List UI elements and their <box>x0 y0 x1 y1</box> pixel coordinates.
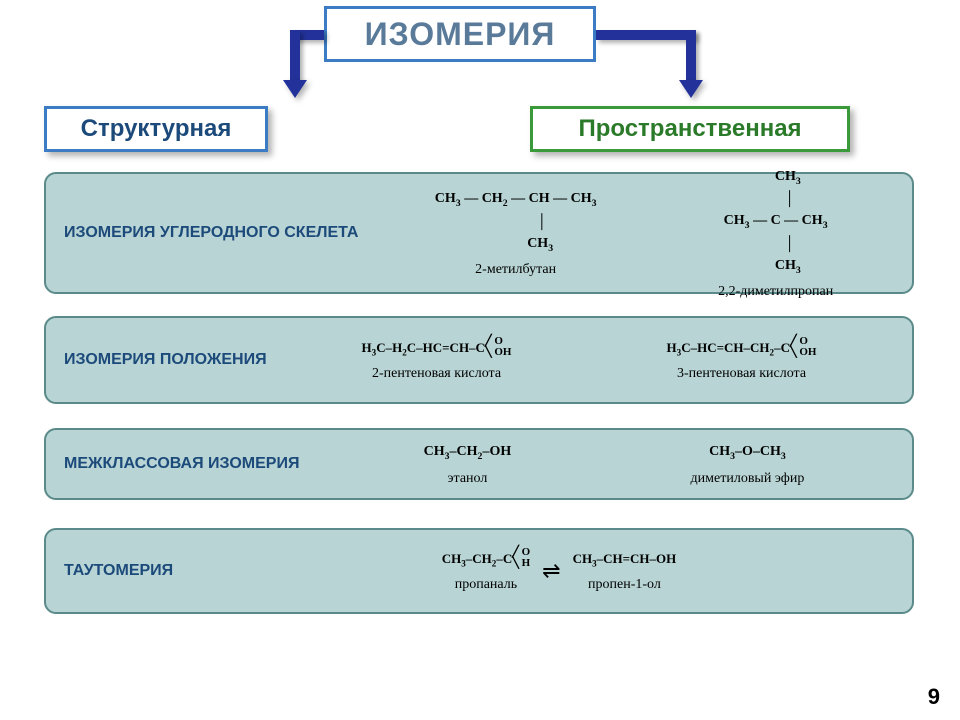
panel-tautomerism: ТАУТОМЕРИЯ CH3–CH2–C╱ O╲ H пропаналь ⇌ C… <box>44 528 914 614</box>
chem-dimethylether: CH3–O–CH3 диметиловый эфир <box>691 441 805 486</box>
chem-formula: CH3–O–CH3 <box>709 441 786 464</box>
branch-structural-label: Структурная <box>81 115 232 143</box>
panel-position-content: H3C–H2C–HC=CH–C╱ O╲ OH 2-пентеновая кисл… <box>284 338 894 382</box>
main-title-box: ИЗОМЕРИЯ <box>324 6 596 62</box>
chem-formula: CH3 — CH2 — CH — CH3 │ CH3 <box>435 188 597 256</box>
panel-interclass-label: МЕЖКЛАССОВАЯ ИЗОМЕРИЯ <box>64 455 334 473</box>
chem-formula: CH3–CH2–C╱ O╲ H <box>442 549 530 571</box>
chem-name: 2,2-диметилпропан <box>718 284 833 300</box>
branch-spatial-label: Пространственная <box>578 115 801 143</box>
chem-22-dimethylpropane: CH3 │ CH3 — C — CH3 │ CH3 2,2-диметилпро… <box>718 166 833 300</box>
chem-name: 2-метилбутан <box>475 262 556 278</box>
chem-3-pentenoic: H3C–HC=CH–CH2–C╱ O╲ OH 3-пентеновая кисл… <box>667 338 817 382</box>
branch-spatial: Пространственная <box>530 106 850 152</box>
panel-position: ИЗОМЕРИЯ ПОЛОЖЕНИЯ H3C–H2C–HC=CH–C╱ O╲ O… <box>44 316 914 404</box>
chem-formula: CH3–CH2–OH <box>424 441 512 464</box>
branch-structural: Структурная <box>44 106 268 152</box>
chem-propanal: CH3–CH2–C╱ O╲ H пропаналь <box>442 549 530 593</box>
chem-2-pentenoic: H3C–H2C–HC=CH–C╱ O╲ OH 2-пентеновая кисл… <box>362 338 512 382</box>
main-title: ИЗОМЕРИЯ <box>365 16 556 53</box>
chem-name: пропаналь <box>455 577 517 593</box>
panel-tautomerism-label: ТАУТОМЕРИЯ <box>64 562 224 580</box>
chem-2-methylbutane: CH3 — CH2 — CH — CH3 │ CH3 2-метилбутан <box>435 188 597 278</box>
chem-name: 2-пентеновая кислота <box>372 366 501 382</box>
panel-skeleton: ИЗОМЕРИЯ УГЛЕРОДНОГО СКЕЛЕТА CH3 — CH2 —… <box>44 172 914 294</box>
panel-tautomerism-content: CH3–CH2–C╱ O╲ H пропаналь ⇌ CH3–CH=CH–OH… <box>224 549 894 593</box>
chem-name: пропен-1-ол <box>588 577 661 593</box>
chem-formula: H3C–H2C–HC=CH–C╱ O╲ OH <box>362 338 512 360</box>
chem-name: диметиловый эфир <box>691 471 805 487</box>
panel-interclass-content: CH3–CH2–OH этанол CH3–O–CH3 диметиловый … <box>334 441 894 486</box>
chem-formula: H3C–HC=CH–CH2–C╱ O╲ OH <box>667 338 817 360</box>
chem-name: 3-пентеновая кислота <box>677 366 806 382</box>
panel-interclass: МЕЖКЛАССОВАЯ ИЗОМЕРИЯ CH3–CH2–OH этанол … <box>44 428 914 500</box>
page-number: 9 <box>928 684 940 710</box>
panel-skeleton-content: CH3 — CH2 — CH — CH3 │ CH3 2-метилбутан … <box>374 166 894 300</box>
panel-position-label: ИЗОМЕРИЯ ПОЛОЖЕНИЯ <box>64 351 284 369</box>
equilibrium-arrow: ⇌ <box>530 558 572 584</box>
chem-formula: CH3–CH=CH–OH <box>573 549 677 571</box>
chem-ethanol: CH3–CH2–OH этанол <box>424 441 512 486</box>
chem-formula: CH3 │ CH3 — C — CH3 │ CH3 <box>724 166 828 278</box>
chem-name: этанол <box>448 471 488 487</box>
chem-propen1ol: CH3–CH=CH–OH пропен-1-ол <box>573 549 677 593</box>
panel-skeleton-label: ИЗОМЕРИЯ УГЛЕРОДНОГО СКЕЛЕТА <box>64 224 374 242</box>
